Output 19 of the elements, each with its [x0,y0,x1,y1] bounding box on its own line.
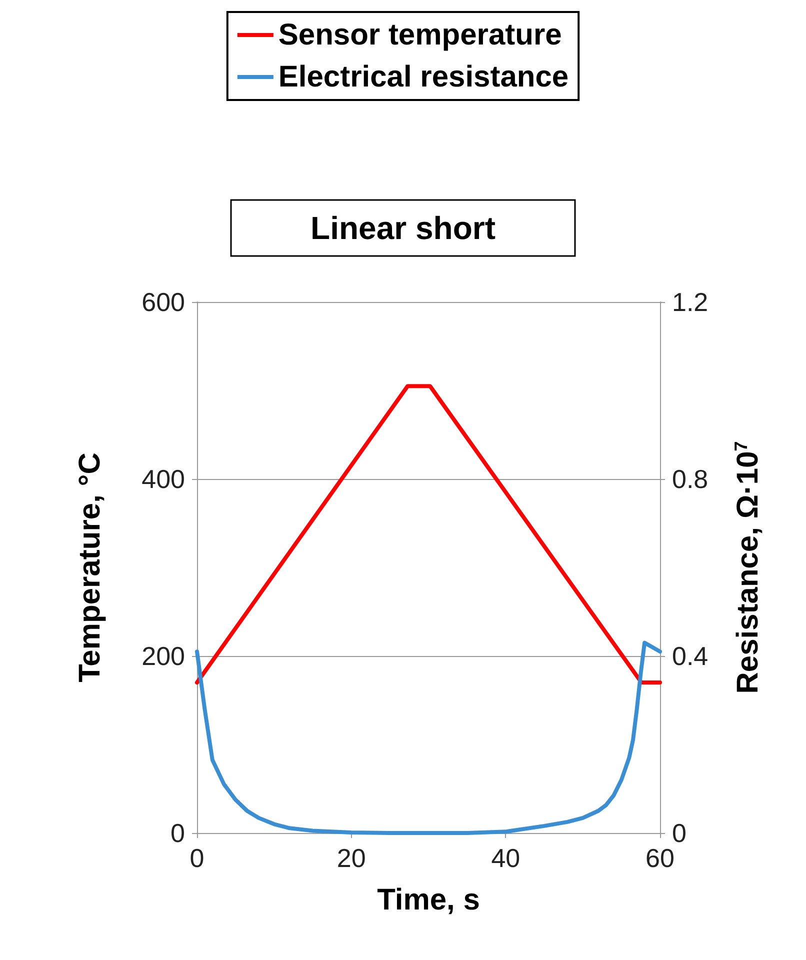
y2-tick-label: 0.8 [672,464,708,494]
y-tick-label: 200 [142,641,185,671]
x-axis-title: Time, s [377,884,480,916]
y2-tick-label: 1.2 [672,287,708,317]
x-tick-label: 0 [190,843,204,873]
y-axis-title: Temperature, °C [74,452,106,682]
y-tick-label: 600 [142,287,185,317]
line-series [195,640,662,835]
x-tick-label: 20 [336,843,366,873]
y-tick-label: 400 [142,464,185,494]
x-tick-label: 40 [491,843,520,873]
y2-axis-title: Resistance, Ω·107 [731,441,764,694]
chart-title: Linear short [310,210,496,246]
y-tick-label: 0 [170,818,185,848]
y2-tick-label: 0.4 [672,641,708,671]
x-tick-label: 60 [646,843,674,873]
legend-label: Electrical resistance [278,60,569,94]
y2-tick-label: 0 [672,818,686,848]
legend-label: Sensor temperature [278,18,562,52]
